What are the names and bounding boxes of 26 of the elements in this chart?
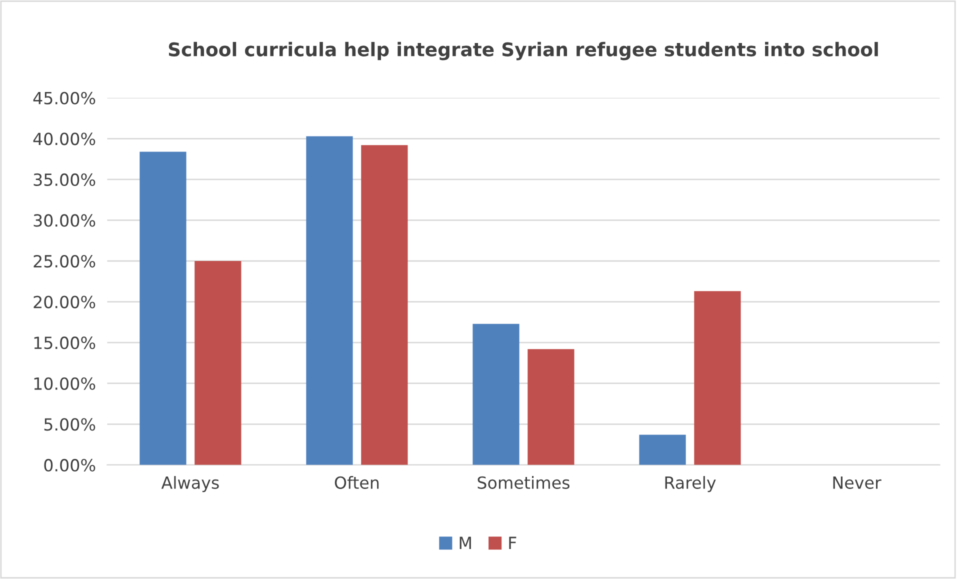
x-tick-label: Never <box>833 476 882 489</box>
x-tick-label: Sometimes <box>478 476 570 489</box>
y-tick-label: 15.00% <box>34 336 96 350</box>
y-tick-label: 40.00% <box>33 132 96 146</box>
x-tick-label: Rarely <box>665 476 716 492</box>
bar <box>694 291 741 465</box>
bar <box>306 136 353 465</box>
y-tick-label: 5.00% <box>44 418 96 431</box>
bar <box>639 434 686 465</box>
y-tick-label: 35.00% <box>34 173 96 186</box>
y-tick-label: 45.00% <box>33 92 96 104</box>
y-tick-label: 0.00% <box>44 458 96 472</box>
legend-label: F <box>509 536 516 549</box>
bar <box>194 261 242 465</box>
bar <box>528 349 574 465</box>
bar <box>140 152 186 465</box>
y-tick-label: 30.00% <box>34 214 96 227</box>
y-tick-label: 25.00% <box>34 254 96 268</box>
y-tick-label: 20.00% <box>34 296 96 308</box>
bar <box>472 324 520 465</box>
y-tick-label: 10.00% <box>34 377 96 390</box>
x-tick-label: Always <box>161 476 219 492</box>
x-tick-label: Often <box>334 476 379 489</box>
chart-title: School curricula help integrate Syrian refugee students into school <box>168 42 878 60</box>
legend-label: M <box>460 536 471 549</box>
bar <box>361 145 408 465</box>
